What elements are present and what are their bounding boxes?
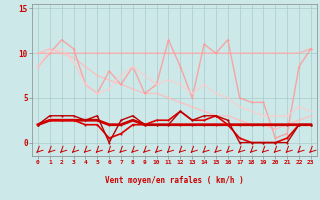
X-axis label: Vent moyen/en rafales ( km/h ): Vent moyen/en rafales ( km/h ): [105, 176, 244, 185]
